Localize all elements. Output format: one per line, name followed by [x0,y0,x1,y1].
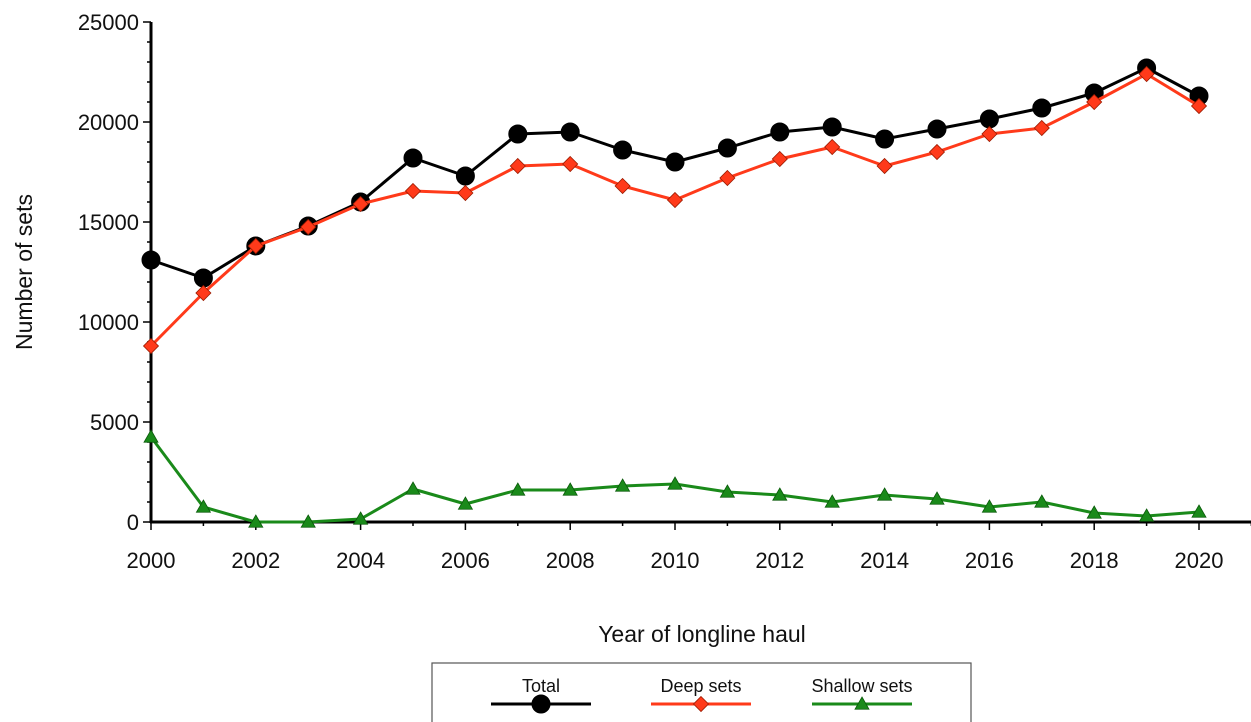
data-point-shallow-sets [352,511,369,525]
data-point-total [979,109,999,129]
data-point-deep-sets [247,237,264,255]
x-tick-label: 2008 [546,548,595,573]
data-point-total [1032,98,1052,118]
data-point-deep-sets [352,195,369,213]
y-tick-label: 5000 [90,410,139,435]
data-point-total [927,119,947,139]
data-point-deep-sets [981,125,998,143]
data-point-deep-sets [614,177,631,195]
data-point-shallow-sets [143,429,159,443]
data-point-deep-sets [666,191,684,209]
x-tick-label: 2018 [1070,548,1119,573]
data-point-shallow-sets [300,514,316,528]
series-shallow-sets [143,429,1207,528]
data-point-total [770,122,790,142]
legend-label-shallow-sets: Shallow sets [811,676,912,696]
data-point-total [508,124,528,144]
data-point-shallow-sets [876,487,893,501]
series-deep-sets [142,65,1208,355]
legend-marker-total [531,694,551,714]
legend-label-total: Total [522,676,560,696]
data-point-deep-sets [1033,119,1050,137]
data-point-deep-sets [195,284,212,302]
data-point-total [403,148,423,168]
data-point-deep-sets [300,218,317,236]
legend-marker-shallow-sets [854,696,870,710]
data-point-shallow-sets [510,482,526,496]
x-tick-label: 2012 [755,548,804,573]
data-point-deep-sets [1138,65,1155,83]
data-point-shallow-sets [1086,505,1102,519]
x-tick-label: 2014 [860,548,909,573]
data-point-deep-sets [876,157,893,175]
x-tick-label: 2016 [965,548,1014,573]
data-point-total [141,250,161,270]
data-point-shallow-sets [562,482,578,496]
data-point-deep-sets [562,155,579,173]
x-tick-label: 2002 [231,548,280,573]
data-point-shallow-sets [719,484,736,498]
data-point-deep-sets [1190,97,1208,115]
data-point-total [560,122,580,142]
legend-box [431,662,972,722]
data-point-shallow-sets [1034,494,1050,508]
data-point-shallow-sets [929,491,945,505]
data-point-shallow-sets [824,494,840,508]
legend-item-deep-sets: Deep sets [651,676,751,713]
data-point-deep-sets [509,157,526,175]
data-point-deep-sets [824,138,841,156]
data-point-total [193,268,213,288]
y-axis: 0 5000 10000 15000 20000 25000 [78,10,153,535]
data-point-shallow-sets [1138,508,1155,522]
data-point-shallow-sets [457,496,474,510]
y-axis-title: Number of sets [11,194,37,350]
x-tick-label: 2000 [127,548,176,573]
data-point-deep-sets [771,150,788,168]
data-point-shallow-sets [614,478,631,492]
y-tick-label: 15000 [78,210,139,235]
data-point-deep-sets [457,184,474,202]
data-point-total [822,117,842,137]
series-total [141,58,1209,288]
data-point-total [717,138,737,158]
x-tick-label: 2010 [651,548,700,573]
legend-item-total: Total [491,676,591,714]
legend: Total Deep sets Shallow sets [431,662,972,722]
data-point-total [875,129,895,149]
series-layer [141,58,1209,528]
data-point-total [665,152,685,172]
x-tick-label: 2006 [441,548,490,573]
x-axis: 2000 2002 2004 2006 2008 2010 2012 2014 2016 2018… [127,520,1251,573]
data-point-deep-sets [404,182,422,200]
x-tick-label: 2020 [1175,548,1224,573]
y-tick-label: 10000 [78,310,139,335]
legend-marker-deep-sets [692,695,710,713]
data-point-shallow-sets [981,499,998,513]
data-point-total [455,166,475,186]
data-point-deep-sets [142,337,160,355]
y-tick-label: 25000 [78,10,139,35]
y-tick-label: 0 [127,510,139,535]
data-point-shallow-sets [405,481,421,495]
data-point-shallow-sets [195,499,212,513]
x-axis-title: Year of longline haul [598,621,806,647]
data-point-deep-sets [928,143,946,161]
data-point-shallow-sets [1191,504,1207,518]
y-tick-label: 20000 [78,110,139,135]
data-point-deep-sets [719,169,736,187]
data-point-total [613,140,633,160]
data-point-shallow-sets [248,514,264,528]
legend-label-deep-sets: Deep sets [660,676,741,696]
legend-item-shallow-sets: Shallow sets [811,676,913,710]
x-tick-label: 2004 [336,548,385,573]
data-point-deep-sets [1086,93,1103,111]
data-point-shallow-sets [667,476,683,490]
data-point-shallow-sets [772,487,788,501]
